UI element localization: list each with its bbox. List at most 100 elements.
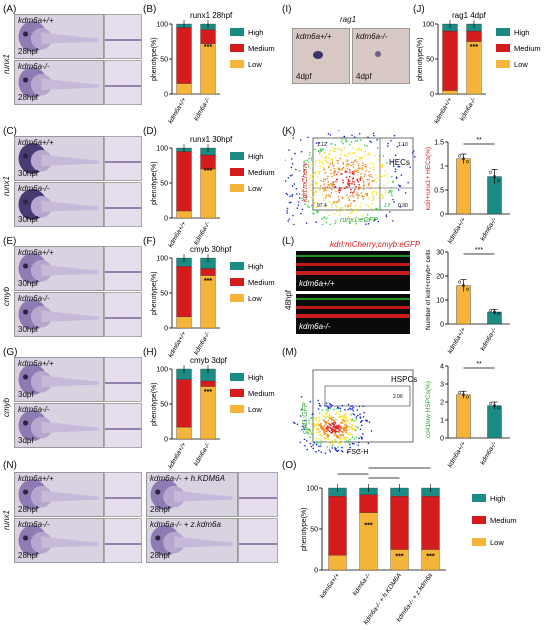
bar-medium: [200, 380, 216, 387]
x-tick-label: kdm6a-/-: [193, 330, 212, 356]
y-axis-label: phenotype(%): [151, 37, 158, 81]
embryo-genotype-label: kdm6a-/- + z.kdm6a: [150, 520, 221, 529]
embryo-image: [14, 357, 104, 402]
legend-swatch-medium: [230, 389, 244, 397]
legend-swatch-medium: [230, 168, 244, 176]
legend-swatch-medium: [230, 44, 244, 52]
rag1-title: rag1: [340, 15, 357, 24]
y-axis-label: phenotype(%): [151, 382, 158, 426]
x-tick-label: kdm6a+/+: [167, 441, 188, 470]
chart-title: runx1 28hpf: [190, 11, 233, 20]
l-ylabel: Number of kdrl+cmyb+ cells: [425, 249, 432, 330]
panel-label-i: (I): [282, 4, 292, 15]
legend-swatch-high: [472, 494, 486, 502]
embryo-stage-label: 28hpf: [150, 551, 171, 560]
y-tick-label: 0: [164, 437, 168, 444]
data-point: [492, 175, 497, 179]
embryo-genotype-label: kdm6a+/+: [18, 138, 54, 147]
zoom-inset: [104, 292, 142, 337]
flow-k-q4: 0.30: [398, 203, 408, 209]
zoom-inset: [238, 472, 278, 517]
bar-medium: [176, 151, 192, 212]
significance-mark: **: [476, 137, 482, 144]
legend-label-high: High: [248, 262, 263, 271]
y-tick-label: 0: [440, 436, 444, 443]
y-tick-label: 1.5: [434, 140, 444, 147]
y-tick-label: 0: [430, 92, 434, 99]
legend-swatch-low: [230, 294, 244, 302]
zoom-inset: [104, 60, 142, 105]
legend-label-medium: Medium: [248, 389, 275, 398]
y-tick-label: 1: [440, 164, 444, 171]
y-tick-label: 20: [436, 274, 444, 281]
x-tick-label: kdm6a-/-: [193, 220, 212, 246]
embryo-stage-label: 28hpf: [18, 93, 39, 102]
legend-label-high: High: [248, 28, 263, 37]
legend-label-low: Low: [248, 294, 262, 303]
x-tick-label: kdm6a+/+: [447, 326, 468, 355]
bar-low: [176, 426, 192, 440]
significance-mark: ***: [204, 168, 212, 175]
flow-plot-m: 2.06 HSPCs FSC-H cd41:GFP: [292, 369, 417, 456]
embryo-image: [146, 518, 238, 563]
zoom-inset: [104, 518, 142, 563]
panel-label-e: (E): [3, 236, 17, 247]
data-point: [488, 401, 493, 405]
flow-m-ylabel: cd41:GFP: [302, 402, 309, 434]
legend-label-high: High: [248, 373, 263, 382]
panel-label-n: (N): [3, 460, 17, 471]
rag1-wt-stage: 4dpf: [296, 72, 312, 81]
significance-mark: ***: [426, 554, 434, 561]
embryo-stage-label: 28hpf: [150, 505, 171, 514]
embryo-genotype-label: kdm6a-/-: [18, 520, 50, 529]
y-axis-label: phenotype(%): [417, 37, 424, 81]
panel-label-d: (D): [143, 126, 157, 137]
embryo-stage-label: 28hpf: [18, 551, 39, 560]
m-ylabel: cd41low HSPCs(%): [425, 381, 432, 438]
zoom-inset: [104, 357, 142, 402]
legend-swatch-low: [230, 60, 244, 68]
y-tick-label: 0: [164, 216, 168, 223]
flow-m-gate: HSPCs: [391, 375, 417, 384]
legend-label-medium: Medium: [248, 278, 275, 287]
chart-title: rag1 4dpf: [452, 11, 487, 20]
bar-medium: [359, 494, 378, 513]
embryo-genotype-label: kdm6a+/+: [18, 248, 54, 257]
data-point: [457, 154, 462, 158]
y-axis-label: phenotype(%): [151, 271, 158, 315]
data-point: [465, 287, 470, 291]
y-tick-label: 100: [156, 256, 168, 263]
embryo-image: [14, 518, 104, 563]
panel-label-c: (C): [3, 126, 17, 137]
legend-label-high: High: [248, 152, 263, 161]
bar-low: [176, 316, 192, 329]
x-tick-label: kdm6a-/-: [193, 441, 212, 467]
zoom-inset: [104, 182, 142, 227]
legend-swatch-medium: [472, 516, 486, 524]
bar: [487, 405, 502, 439]
zoom-inset: [104, 136, 142, 181]
bar-medium: [200, 268, 216, 276]
significance-mark: ***: [395, 554, 403, 561]
panel-label-g: (G): [3, 347, 18, 358]
chart-title: runx1 30hpf: [190, 135, 233, 144]
legend-swatch-medium: [496, 44, 510, 52]
x-tick-label: kdm6a+/+: [319, 572, 341, 600]
bar-low: [176, 83, 192, 95]
thymus-stain-ko: [375, 51, 381, 57]
embryo-image: [14, 292, 104, 337]
x-tick-label: kdm6a+/+: [167, 220, 188, 249]
y-tick-label: 50: [310, 527, 318, 534]
legend-label-medium: Medium: [248, 168, 275, 177]
legend-label-high: High: [490, 494, 505, 503]
legend-label-low: Low: [514, 60, 528, 69]
x-tick-label: kdm6a+/+: [167, 96, 188, 125]
embryo-image: [146, 472, 238, 517]
zoom-inset: [104, 403, 142, 448]
legend-label-low: Low: [490, 538, 504, 547]
flow-k-gate: HECs: [389, 158, 410, 167]
bar-low: [359, 512, 378, 571]
x-tick-label: kdm6a-/- + z.kdm6a: [395, 572, 434, 624]
embryo-image: [14, 472, 104, 517]
